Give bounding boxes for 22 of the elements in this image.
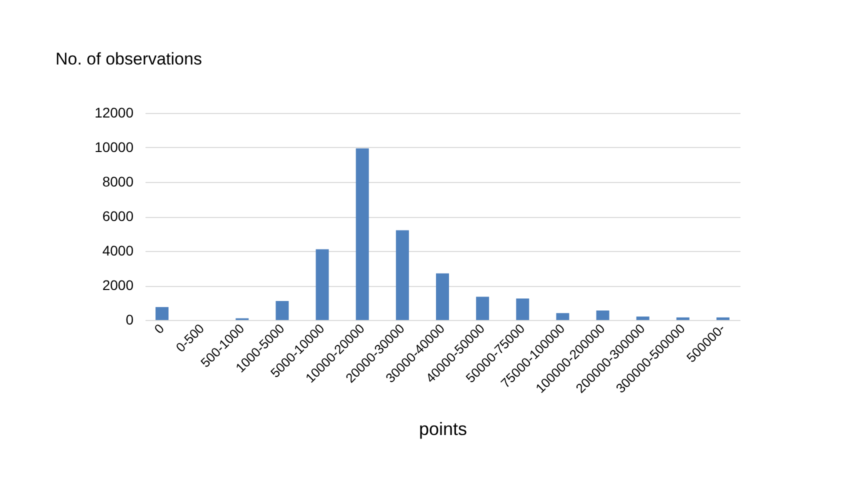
x-tick-label: 0 [151,320,167,337]
bar [316,249,329,320]
bar [676,317,690,320]
y-tick-label: 8000 [102,174,134,190]
bar [276,301,289,320]
y-tick-label: 12000 [94,104,134,120]
y-tick-label: 2000 [102,277,134,293]
bar [556,313,570,320]
y-tick-label: 10000 [94,139,134,155]
bar [476,296,490,320]
bar [156,307,169,320]
bar [716,317,730,320]
bar [356,148,369,320]
y-tick-label: 6000 [102,208,134,224]
bar [636,316,650,320]
bar [436,273,449,320]
y-tick-label: 4000 [102,242,134,258]
x-axis-title: points [418,418,468,439]
bar [396,230,409,320]
y-axis-title: No. of observations [56,50,202,68]
bar [516,298,530,320]
bar [596,310,610,320]
